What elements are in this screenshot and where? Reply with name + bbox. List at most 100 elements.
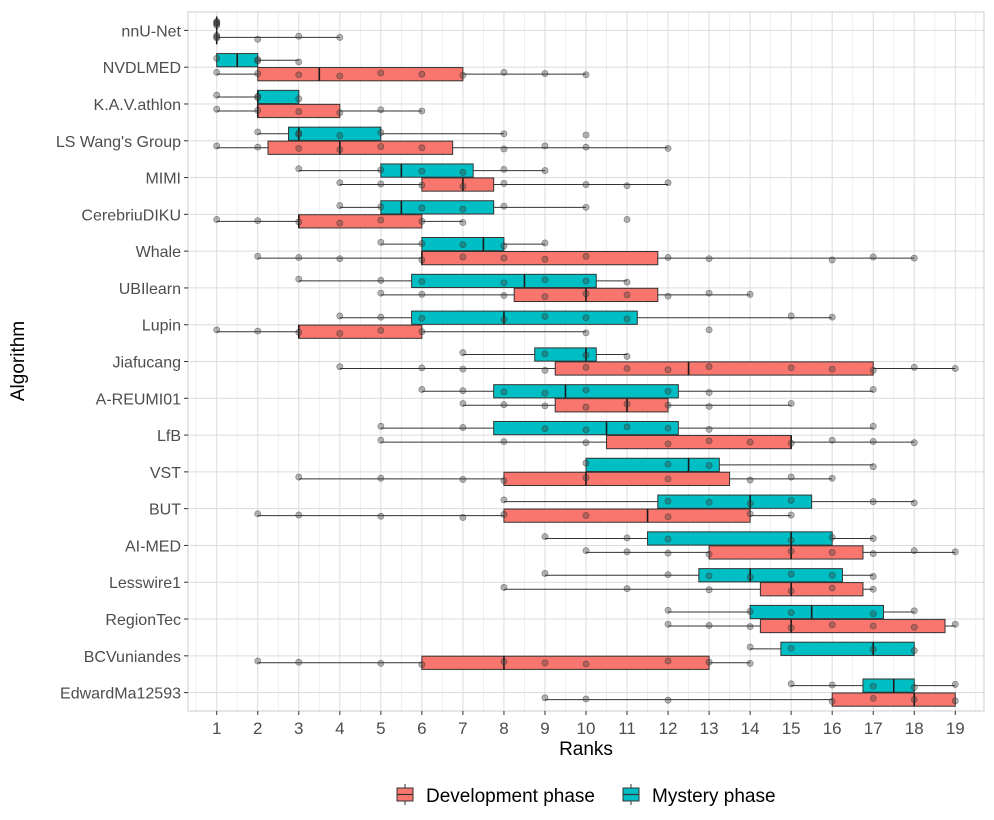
data-point-development — [746, 660, 754, 667]
data-point-development — [869, 438, 877, 445]
data-point-development — [828, 549, 836, 556]
data-point-mystery — [377, 276, 385, 284]
data-point-development — [828, 256, 836, 264]
data-point-mystery — [295, 95, 303, 103]
data-point-development — [295, 658, 303, 666]
data-point-development — [664, 657, 672, 665]
data-point-development — [459, 365, 467, 373]
data-point-development — [295, 32, 303, 40]
data-point-development — [705, 550, 713, 558]
x-axis: 1 2 3 4 5 6 7 8 9 10 11 12 13 14 15 16 17 18 19 — [212, 711, 965, 738]
data-point-mystery — [377, 238, 385, 246]
data-point-development — [377, 512, 385, 520]
legend: Development phase Mystery phase — [396, 784, 776, 807]
legend-item-mystery: Mystery phase — [622, 784, 776, 807]
y-axis: nnU-Net NVDLMED K.A.V.athlon LS Wang's Grou… — [56, 23, 188, 703]
data-point-development — [664, 549, 672, 557]
box-development — [216, 67, 586, 82]
x-tick-label: 12 — [659, 719, 678, 738]
x-tick-label: 11 — [618, 719, 636, 738]
data-point-development — [377, 106, 385, 114]
data-point-mystery — [869, 463, 877, 471]
box-mystery — [668, 604, 915, 620]
data-point-mystery — [418, 314, 426, 322]
iqr-box — [831, 692, 956, 707]
data-point-mystery — [418, 278, 426, 285]
x-tick-label: 9 — [540, 719, 549, 738]
data-point-development — [500, 658, 508, 666]
iqr-box — [759, 582, 864, 597]
data-point-mystery — [869, 682, 877, 690]
box-mystery — [421, 384, 874, 399]
data-point-mystery — [664, 535, 672, 543]
data-point-mystery — [705, 425, 713, 433]
data-point-development — [787, 547, 795, 555]
iqr-box — [380, 163, 474, 178]
box-mystery — [791, 678, 956, 693]
data-point-development — [254, 217, 262, 225]
data-point-development — [664, 179, 672, 187]
data-point-mystery — [746, 608, 754, 615]
data-point-mystery — [459, 424, 467, 431]
x-tick-label: 18 — [905, 719, 924, 738]
data-point-development — [582, 512, 590, 520]
data-point-development — [664, 292, 672, 300]
data-point-development — [746, 623, 754, 631]
data-point-mystery — [582, 314, 590, 322]
iqr-box — [534, 347, 597, 362]
data-point-mystery — [705, 498, 713, 506]
iqr-box — [657, 494, 813, 509]
data-point-development — [295, 328, 303, 336]
y-tick-label: BCVuniandes — [84, 649, 181, 666]
box-mystery — [257, 126, 504, 141]
x-tick-label: 4 — [335, 719, 344, 738]
data-point-development — [500, 438, 508, 445]
data-point-development — [705, 658, 713, 666]
box-development — [339, 177, 669, 192]
data-point-mystery — [459, 349, 467, 357]
data-point-mystery — [582, 277, 590, 285]
y-tick-label: AI-MED — [125, 538, 181, 555]
data-point-development — [500, 511, 508, 518]
data-point-development — [500, 292, 508, 299]
data-point-mystery — [377, 203, 385, 211]
data-point-development — [705, 255, 713, 263]
box-development — [503, 582, 874, 597]
data-point-development — [336, 219, 344, 227]
data-point-development — [541, 293, 549, 301]
box-mystery — [298, 273, 628, 289]
data-point-mystery — [787, 497, 795, 504]
data-point-development — [582, 439, 590, 447]
data-point-development — [213, 34, 221, 42]
data-point-development — [213, 142, 221, 150]
data-point-development — [541, 70, 549, 77]
data-point-mystery — [869, 610, 877, 618]
box-mystery — [750, 641, 915, 656]
data-point-mystery — [213, 54, 221, 62]
data-point-mystery — [869, 573, 877, 580]
data-point-mystery — [910, 607, 918, 615]
data-point-mystery — [623, 423, 631, 431]
data-point-development — [418, 364, 426, 372]
box-development — [216, 214, 463, 229]
data-point-development — [623, 291, 631, 299]
data-point-development — [213, 68, 221, 76]
data-point-development — [336, 179, 344, 187]
iqr-box — [421, 250, 659, 266]
box-development — [215, 30, 340, 45]
data-point-development — [869, 694, 877, 702]
data-point-development — [910, 439, 918, 447]
data-point-development — [418, 70, 426, 78]
data-point-mystery — [582, 351, 590, 359]
data-point-mystery — [254, 57, 262, 65]
x-tick-label: 2 — [253, 719, 262, 738]
data-point-development — [254, 657, 262, 665]
data-point-development — [541, 255, 549, 263]
y-tick-label: LfB — [157, 428, 181, 445]
data-point-mystery — [541, 350, 549, 358]
iqr-box — [503, 471, 731, 486]
data-point-development — [377, 660, 385, 667]
y-tick-label: MIMI — [145, 171, 181, 188]
x-tick-label: 8 — [499, 719, 508, 738]
